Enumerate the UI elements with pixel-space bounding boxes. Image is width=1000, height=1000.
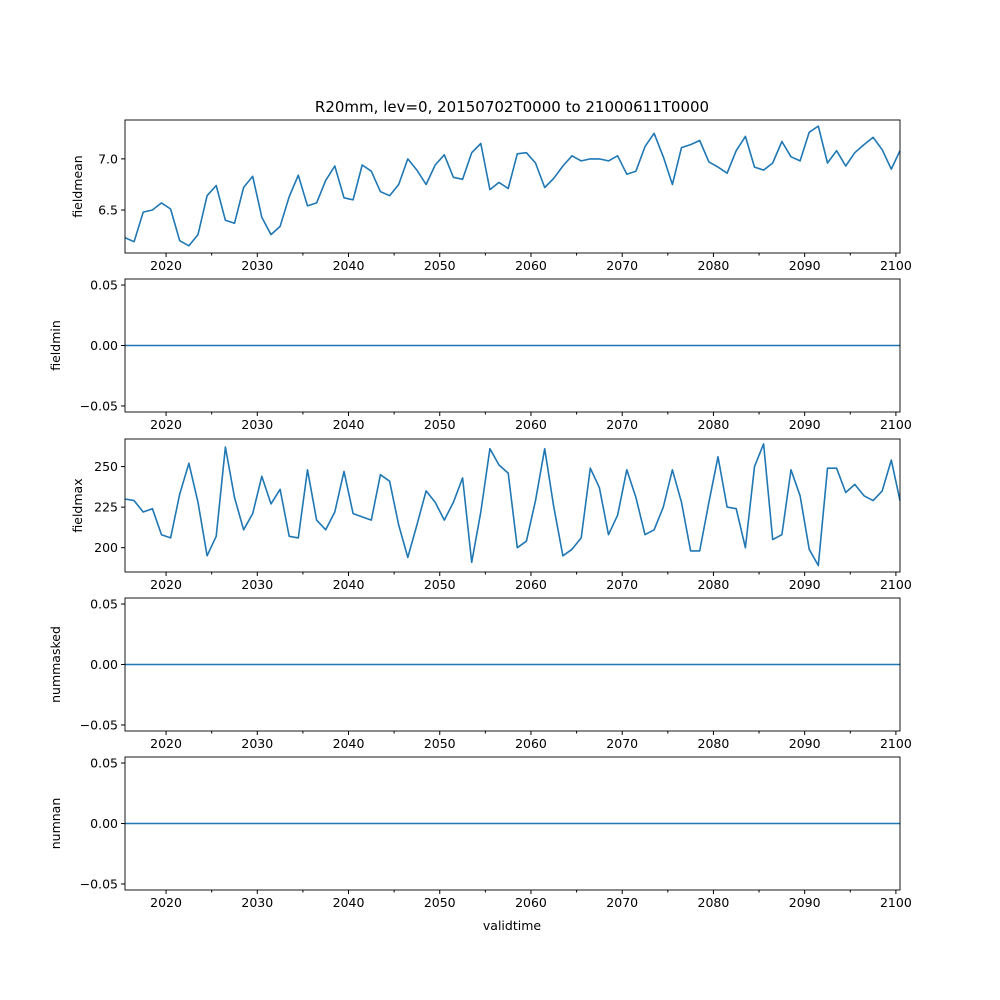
x-tick-label: 2100 (880, 417, 912, 432)
y-tick-label: 0.05 (90, 597, 118, 612)
axes-frame (124, 119, 901, 254)
y-tick-label: 0.00 (90, 657, 118, 672)
x-tick-label: 2020 (150, 577, 182, 592)
x-tick-label: 2050 (424, 258, 456, 273)
x-tick-label: 2080 (698, 895, 730, 910)
x-tick-label: 2090 (789, 736, 821, 751)
y-tick-label: 0.00 (90, 816, 118, 831)
panel-numnan: 2020 2030 2040 2050 2060 2070 2080 2090 2100 −0.0… (48, 756, 912, 910)
panel-fieldmean: 2020 2030 2040 2050 2060 2070 2080 2090 2100 6.5 7… (70, 119, 912, 273)
x-tick-label: 2030 (241, 895, 273, 910)
x-tick-label: 2100 (880, 258, 912, 273)
y-tick-label: −0.05 (80, 876, 118, 891)
x-tick-label: 2040 (333, 258, 365, 273)
x-tick-label: 2030 (241, 417, 273, 432)
x-tick-label: 2040 (333, 736, 365, 751)
y-tick-label: 225 (94, 500, 118, 515)
y-axis-label: fieldmax (70, 478, 85, 532)
x-tick-label: 2090 (789, 577, 821, 592)
x-tick-label: 2090 (789, 417, 821, 432)
y-tick-label: 0.05 (90, 278, 118, 293)
x-tick-label: 2040 (333, 417, 365, 432)
x-tick-label: 2050 (424, 417, 456, 432)
x-tick-label: 2090 (789, 258, 821, 273)
series-line-fieldmean (124, 125, 901, 247)
x-tick-label: 2090 (789, 895, 821, 910)
x-tick-label: 2080 (698, 258, 730, 273)
x-tick-label: 2100 (880, 736, 912, 751)
x-tick-label: 2060 (515, 895, 547, 910)
y-tick-label: 6.5 (98, 203, 118, 218)
x-tick-label: 2050 (424, 895, 456, 910)
x-tick-label: 2030 (241, 736, 273, 751)
x-axis-label: validtime (483, 918, 541, 933)
x-tick-label: 2050 (424, 577, 456, 592)
x-tick-label: 2060 (515, 417, 547, 432)
x-tick-label: 2080 (698, 417, 730, 432)
x-tick-label: 2080 (698, 577, 730, 592)
y-axis-label: fieldmin (48, 320, 63, 371)
x-tick-label: 2060 (515, 736, 547, 751)
x-tick-label: 2060 (515, 258, 547, 273)
y-tick-label: 250 (94, 459, 118, 474)
y-tick-label: 7.0 (98, 151, 118, 166)
x-tick-label: 2020 (150, 736, 182, 751)
y-tick-label: 200 (94, 540, 118, 555)
y-tick-label: 0.00 (90, 338, 118, 353)
x-tick-label: 2070 (606, 736, 638, 751)
y-axis-label: fieldmean (70, 155, 85, 217)
x-tick-label: 2020 (150, 258, 182, 273)
y-axis-label: nummasked (48, 626, 63, 703)
y-axis-label: numnan (48, 798, 63, 850)
x-tick-label: 2040 (333, 577, 365, 592)
y-tick-label: 0.05 (90, 756, 118, 771)
x-tick-label: 2060 (515, 577, 547, 592)
panel-fieldmax: 2020 2030 2040 2050 2060 2070 2080 2090 2100 200 2… (70, 438, 912, 592)
x-tick-label: 2070 (606, 577, 638, 592)
x-tick-label: 2030 (241, 258, 273, 273)
x-tick-label: 2070 (606, 895, 638, 910)
series-line-fieldmax (124, 443, 901, 567)
x-tick-label: 2100 (880, 577, 912, 592)
panel-fieldmin: 2020 2030 2040 2050 2060 2070 2080 2090 2100 −0.0… (48, 278, 912, 432)
x-tick-label: 2030 (241, 577, 273, 592)
x-tick-label: 2050 (424, 736, 456, 751)
y-tick-label: −0.05 (80, 717, 118, 732)
x-tick-label: 2070 (606, 417, 638, 432)
x-tick-label: 2020 (150, 895, 182, 910)
x-tick-label: 2040 (333, 895, 365, 910)
panel-nummasked: 2020 2030 2040 2050 2060 2070 2080 2090 2100 −0.0… (48, 597, 912, 751)
y-tick-label: −0.05 (80, 398, 118, 413)
x-tick-label: 2080 (698, 736, 730, 751)
x-tick-label: 2020 (150, 417, 182, 432)
x-tick-label: 2070 (606, 258, 638, 273)
x-tick-label: 2100 (880, 895, 912, 910)
axes-frame (124, 438, 901, 573)
chart-title: R20mm, lev=0, 20150702T0000 to 21000611T… (315, 98, 709, 116)
